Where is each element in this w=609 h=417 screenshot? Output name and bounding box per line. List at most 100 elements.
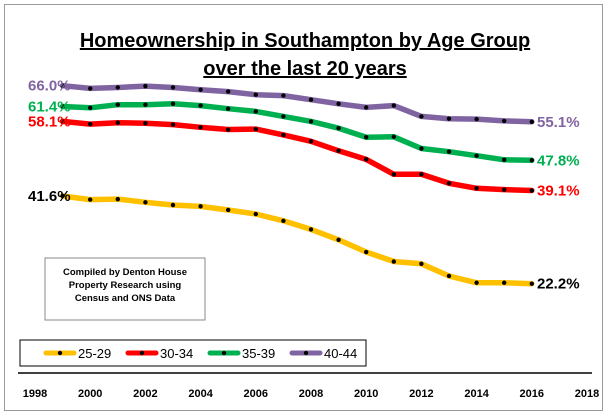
legend-marker-35-39 <box>221 350 227 356</box>
x-tick-label-2016: 2016 <box>520 388 544 400</box>
data-point-35-39-2014 <box>474 153 479 158</box>
data-point-25-29-2008 <box>308 227 314 232</box>
data-point-35-39-2004 <box>198 103 203 108</box>
data-point-25-29-2014 <box>474 280 479 285</box>
data-point-40-44-2007 <box>281 93 286 98</box>
start-label-40-44: 66.0% <box>28 78 71 95</box>
data-point-40-44-2002 <box>143 83 148 89</box>
data-point-40-44-2004 <box>198 87 203 92</box>
x-tick-label-2006: 2006 <box>244 388 268 400</box>
data-point-40-44-2006 <box>253 92 258 97</box>
legend-marker-40-44 <box>303 350 309 356</box>
data-point-40-44-2010 <box>364 105 369 110</box>
data-point-25-29-2005 <box>226 207 231 213</box>
start-label-25-29: 41.6% <box>28 188 71 205</box>
end-label-35-39: 47.8% <box>537 152 580 169</box>
data-point-35-39-1999 <box>60 104 65 109</box>
source-note-line-2: Property Research using <box>69 280 182 291</box>
data-point-25-29-2001 <box>115 196 121 202</box>
x-tick-label-2000: 2000 <box>78 388 102 400</box>
data-point-35-39-2003 <box>170 101 176 106</box>
legend-label-35-39: 35-39 <box>242 346 275 361</box>
data-point-40-44-1999 <box>60 83 65 88</box>
data-point-30-34-2013 <box>446 181 452 186</box>
data-point-30-34-1999 <box>60 119 65 124</box>
source-note-box <box>44 257 206 321</box>
data-point-30-34-2003 <box>170 122 176 127</box>
data-point-35-39-2008 <box>308 119 314 124</box>
data-point-30-34-2010 <box>364 157 369 162</box>
data-point-40-44-2003 <box>170 85 176 90</box>
series-line-25-29 <box>59 193 535 287</box>
data-point-35-39-2015 <box>502 157 507 163</box>
data-point-30-34-2006 <box>253 126 258 132</box>
data-point-30-34-2012 <box>419 172 424 177</box>
data-point-25-29-2013 <box>446 273 452 279</box>
data-point-25-29-1999 <box>60 193 65 199</box>
data-point-30-34-2007 <box>281 132 286 138</box>
data-point-30-34-2002 <box>143 120 148 126</box>
x-tick-label-2014: 2014 <box>464 388 489 400</box>
data-point-25-29-2016 <box>529 281 534 286</box>
x-tick-label-1998: 1998 <box>23 388 47 400</box>
x-tick-label-2008: 2008 <box>299 388 323 400</box>
data-point-40-44-2005 <box>226 89 231 94</box>
data-point-25-29-2012 <box>419 261 424 266</box>
data-point-30-34-2004 <box>198 125 203 130</box>
data-point-40-44-2000 <box>88 86 93 91</box>
series-line-30-34 <box>59 118 535 194</box>
data-point-35-39-2005 <box>226 106 231 111</box>
data-point-40-44-2011 <box>391 103 396 108</box>
data-point-40-44-2014 <box>474 116 479 122</box>
data-point-40-44-2012 <box>419 114 424 119</box>
data-point-25-29-2003 <box>170 202 176 208</box>
data-point-30-34-2011 <box>391 172 396 177</box>
series-line-40-44 <box>59 82 535 125</box>
data-point-30-34-2001 <box>115 120 121 125</box>
data-point-35-39-2001 <box>115 102 121 107</box>
data-point-35-39-2010 <box>364 135 369 140</box>
start-label-35-39: 61.4% <box>28 98 71 115</box>
end-label-25-29: 22.2% <box>537 276 580 293</box>
data-point-35-39-2000 <box>88 105 93 111</box>
data-point-25-29-2004 <box>198 204 203 209</box>
x-tick-label-2010: 2010 <box>354 388 378 400</box>
x-tick-label-2004: 2004 <box>188 388 213 400</box>
chart-title-line-2: over the last 20 years <box>203 58 406 80</box>
legend-marker-30-34 <box>139 350 145 356</box>
data-point-25-29-2007 <box>281 218 286 224</box>
data-point-30-34-2014 <box>474 186 479 191</box>
data-point-40-44-2016 <box>529 119 534 125</box>
legend-label-30-34: 30-34 <box>160 346 193 361</box>
data-point-35-39-2007 <box>281 114 286 119</box>
data-point-40-44-2001 <box>115 85 121 90</box>
legend-marker-25-29 <box>57 350 63 356</box>
data-point-40-44-2009 <box>336 101 341 106</box>
data-point-40-44-2013 <box>446 116 452 121</box>
data-point-25-29-2009 <box>336 237 341 243</box>
end-label-30-34: 39.1% <box>537 183 580 200</box>
source-note-line-1: Compiled by Denton House <box>63 267 187 278</box>
end-label-40-44: 55.1% <box>537 114 580 131</box>
data-point-25-29-2015 <box>502 280 507 285</box>
data-point-35-39-2016 <box>529 158 534 163</box>
data-point-30-34-2009 <box>336 148 341 153</box>
source-note-line-3: Census and ONS Data <box>75 293 176 304</box>
data-point-35-39-2013 <box>446 149 452 154</box>
data-point-35-39-2011 <box>391 134 396 139</box>
legend-label-40-44: 40-44 <box>324 346 357 361</box>
data-point-40-44-2008 <box>308 97 314 102</box>
data-point-40-44-2015 <box>502 118 507 124</box>
data-point-35-39-2002 <box>143 102 148 107</box>
data-point-25-29-2000 <box>88 197 93 202</box>
series-line-35-39 <box>59 101 535 164</box>
data-point-30-34-2016 <box>529 188 534 193</box>
data-point-25-29-2006 <box>253 211 258 217</box>
x-tick-label-2012: 2012 <box>409 388 433 400</box>
x-tick-label-2002: 2002 <box>133 388 157 400</box>
start-label-30-34: 58.1% <box>28 113 71 130</box>
data-point-25-29-2010 <box>364 249 369 255</box>
data-point-30-34-2005 <box>226 127 231 132</box>
chart-title-line-1: Homeownership in Southampton by Age Grou… <box>80 30 530 52</box>
